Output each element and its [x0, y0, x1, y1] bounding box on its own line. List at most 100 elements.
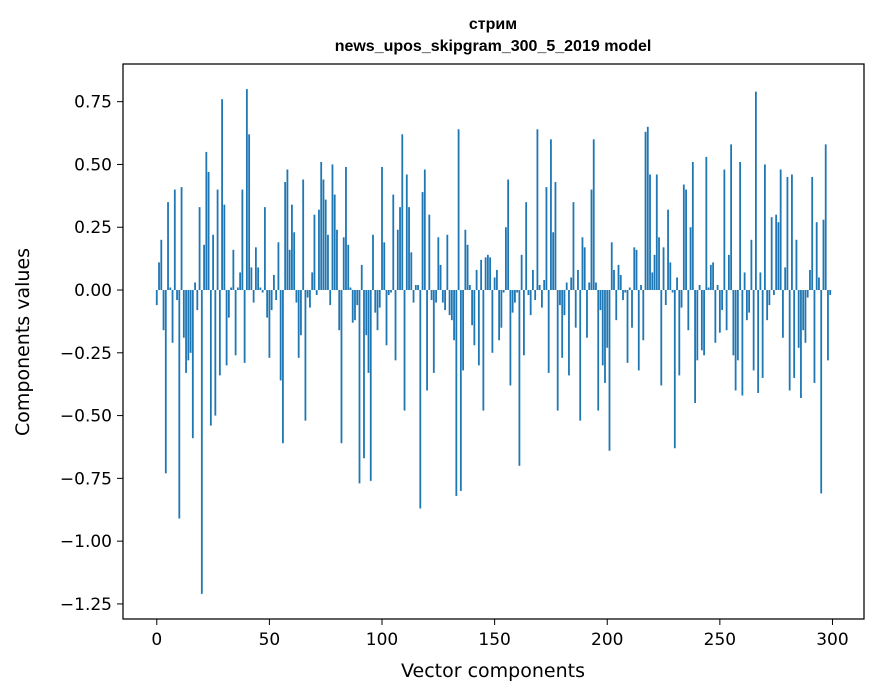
- bar-35: [234, 290, 237, 356]
- bar-29: [221, 99, 223, 291]
- x-axis-ticks: 0 50 100 150 200 250 300: [151, 619, 849, 650]
- bar-22: [205, 151, 208, 291]
- bar-7: [171, 290, 174, 343]
- bar-166: [529, 290, 532, 316]
- bar-244: [705, 156, 708, 291]
- bar-200: [606, 290, 609, 348]
- bar-267: [757, 290, 760, 393]
- bar-133: [455, 290, 458, 496]
- bar-87: [351, 290, 354, 323]
- bar-5: [167, 202, 169, 291]
- bar-139: [468, 285, 471, 291]
- bar-112: [408, 207, 410, 291]
- bar-260: [741, 290, 744, 396]
- bar-165: [527, 290, 530, 296]
- bar-212: [633, 247, 636, 291]
- bar-120: [426, 290, 428, 391]
- bar-123: [432, 290, 435, 373]
- bar-26: [214, 290, 217, 416]
- bar-179: [559, 290, 561, 306]
- bar-8: [173, 189, 176, 291]
- bar-75: [324, 199, 327, 291]
- bar-279: [784, 267, 787, 291]
- bar-81: [338, 290, 341, 331]
- bar-263: [748, 290, 751, 313]
- bar-15: [189, 290, 192, 353]
- x-tick-label-6: 300: [816, 630, 848, 650]
- bar-102: [385, 290, 388, 346]
- bar-46: [259, 287, 262, 291]
- bar-143: [477, 290, 480, 366]
- y-axis-ticks: −1.25 −1.00 −0.75 −0.50 −0.25 0.00 0.25 0.50 0.7…: [60, 93, 123, 615]
- bar-64: [300, 290, 302, 336]
- bar-88: [354, 290, 356, 321]
- bar-228: [669, 262, 672, 291]
- y-tick-label-6: 0.25: [74, 218, 112, 238]
- bar-192: [588, 282, 591, 291]
- bar-94: [367, 290, 370, 373]
- bar-16: [191, 290, 194, 439]
- bar-240: [696, 290, 699, 361]
- bar-28: [218, 290, 221, 376]
- bar-19: [198, 207, 201, 291]
- bar-178: [556, 290, 559, 411]
- bar-78: [331, 164, 334, 291]
- bar-45: [257, 267, 260, 291]
- bar-33: [230, 287, 233, 291]
- x-tick-label-0: 0: [151, 630, 162, 650]
- bar-2: [160, 239, 163, 291]
- y-tick-label-5: 0.00: [74, 281, 112, 301]
- bar-117: [419, 290, 422, 509]
- bar-271: [766, 290, 769, 321]
- bar-32: [227, 290, 230, 318]
- bar-161: [518, 290, 521, 466]
- bar-25: [212, 234, 214, 291]
- bar-53: [275, 290, 278, 301]
- bar-281: [788, 290, 791, 391]
- bar-55: [279, 290, 282, 381]
- bar-148: [489, 257, 492, 291]
- bar-233: [680, 290, 683, 308]
- bar-150: [493, 277, 496, 291]
- bar-207: [622, 290, 624, 301]
- bar-141: [473, 290, 476, 346]
- bar-276: [777, 222, 780, 291]
- bar-86: [349, 287, 352, 291]
- bar-144: [480, 259, 483, 291]
- bar-168: [534, 290, 537, 301]
- bar-219: [649, 174, 651, 291]
- bar-43: [252, 290, 255, 303]
- bar-238: [691, 161, 694, 291]
- bar-96: [372, 234, 374, 291]
- bar-216: [642, 290, 645, 341]
- bar-261: [743, 272, 746, 291]
- bar-297: [824, 144, 827, 291]
- bar-277: [779, 169, 782, 291]
- bar-291: [811, 177, 814, 291]
- x-tick-label-3: 150: [478, 630, 510, 650]
- bar-187: [577, 269, 579, 291]
- bar-69: [311, 272, 314, 291]
- bar-156: [507, 179, 510, 291]
- bar-171: [541, 290, 543, 308]
- bar-255: [730, 144, 733, 291]
- bar-220: [651, 272, 654, 291]
- bar-181: [563, 290, 566, 316]
- bar-11: [180, 187, 183, 291]
- bar-237: [689, 227, 692, 291]
- bar-103: [387, 290, 390, 296]
- bar-62: [295, 290, 298, 303]
- bar-68: [309, 290, 311, 308]
- bar-50: [268, 290, 271, 358]
- bar-6: [169, 287, 172, 291]
- bar-218: [646, 126, 649, 291]
- bar-275: [775, 214, 778, 291]
- bar-100: [381, 166, 383, 291]
- bar-136: [462, 290, 464, 371]
- bar-13: [185, 290, 187, 373]
- bar-85: [347, 244, 350, 291]
- bar-58: [286, 169, 289, 291]
- bar-295: [820, 290, 823, 494]
- bar-9: [176, 290, 178, 301]
